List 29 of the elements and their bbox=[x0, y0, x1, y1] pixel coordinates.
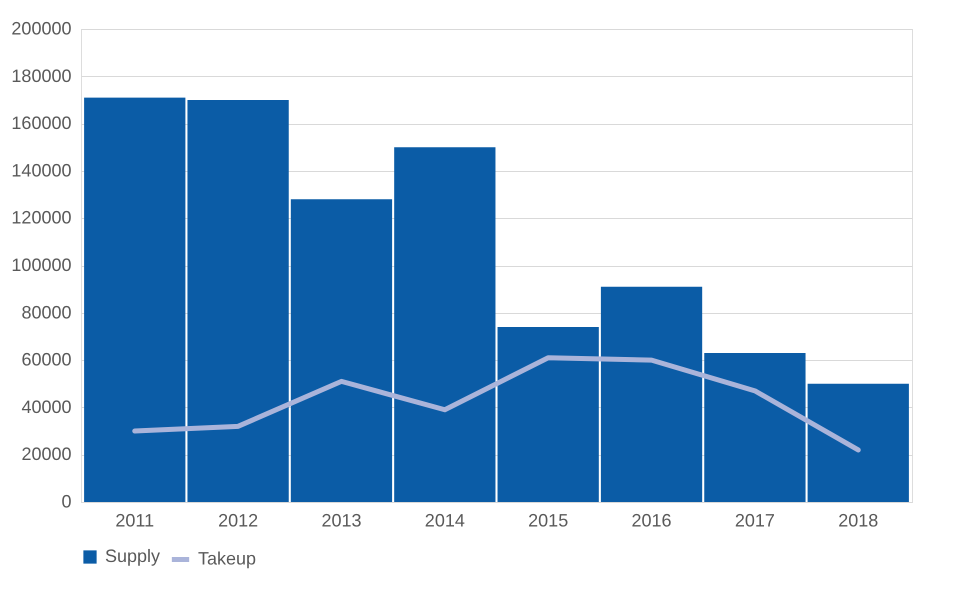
y-tick-label: 80000 bbox=[21, 302, 72, 322]
bar bbox=[290, 199, 392, 502]
x-tick-label: 2013 bbox=[321, 510, 362, 530]
y-tick-label: 180000 bbox=[11, 66, 72, 86]
x-tick-label: 2012 bbox=[218, 510, 258, 530]
x-tick-label: 2017 bbox=[734, 510, 775, 530]
bar bbox=[808, 384, 909, 502]
x-tick-label: 2018 bbox=[838, 510, 878, 530]
x-tick-label: 2016 bbox=[632, 510, 672, 530]
legend-label: Takeup bbox=[198, 548, 256, 568]
bar bbox=[498, 326, 599, 502]
y-tick-label: 100000 bbox=[11, 255, 72, 275]
legend-label: Supply bbox=[105, 546, 160, 566]
x-tick-label: 2015 bbox=[528, 510, 568, 530]
y-tick-label: 40000 bbox=[21, 396, 72, 417]
bar bbox=[600, 286, 702, 502]
y-tick-label: 140000 bbox=[11, 160, 72, 180]
y-tick-label: 0 bbox=[61, 492, 72, 512]
y-tick-label: 120000 bbox=[11, 208, 72, 228]
y-tick-label: 200000 bbox=[11, 18, 72, 38]
bar bbox=[394, 147, 496, 502]
bar bbox=[84, 98, 186, 502]
y-tick-label: 20000 bbox=[21, 444, 72, 464]
y-tick-label: 160000 bbox=[11, 113, 72, 134]
bar bbox=[704, 353, 806, 502]
x-tick-label: 2011 bbox=[115, 510, 154, 530]
bar bbox=[187, 100, 289, 502]
y-tick-label: 60000 bbox=[21, 350, 72, 370]
x-tick-label: 2014 bbox=[424, 510, 465, 530]
